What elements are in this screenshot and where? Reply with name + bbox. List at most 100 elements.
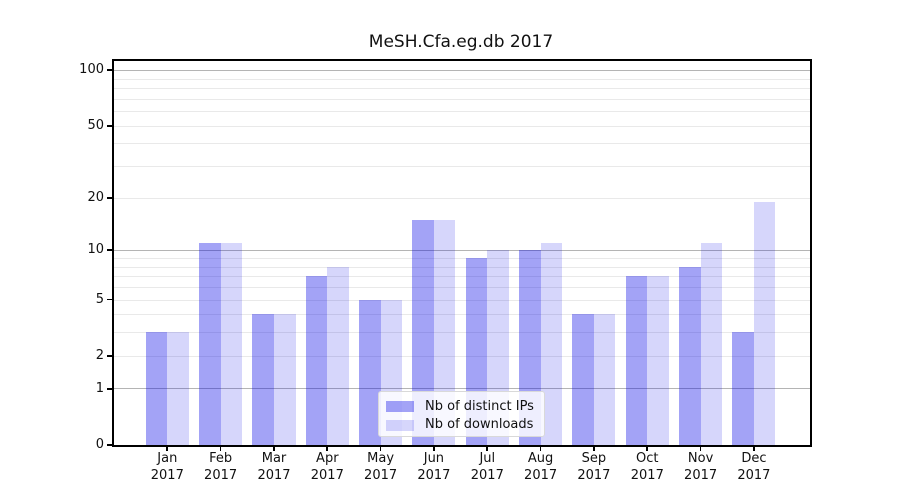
x-tick-month: Apr (316, 451, 339, 466)
gridline-minor (113, 258, 810, 259)
x-tick-mark (539, 445, 542, 451)
y-tick-mark (107, 196, 114, 199)
legend-item: Nb of distinct IPs (386, 398, 544, 417)
x-tick-label: Nov 2017 (661, 451, 741, 484)
legend-swatch-ips (386, 401, 414, 413)
y-tick-label: 0 (95, 437, 104, 452)
y-tick-label: 5 (95, 291, 104, 307)
bar-downloads-apr (327, 266, 349, 445)
legend-label: Nb of downloads (425, 417, 534, 433)
bar-ips-nov (679, 266, 701, 445)
bar-ips-mar (252, 314, 274, 445)
x-tick-month: Dec (741, 451, 767, 466)
x-tick-year: 2017 (417, 467, 451, 483)
x-tick-label: Jun 2017 (394, 451, 474, 484)
gridline-minor (113, 143, 810, 145)
y-tick-label: 50 (87, 117, 104, 133)
x-tick-month: Mar (261, 451, 287, 466)
bar-ips-jan (145, 332, 168, 445)
gridline-minor (113, 299, 810, 301)
x-tick-month: Aug (527, 451, 554, 466)
bar-ips-sep (572, 314, 594, 445)
x-tick-label: Jan 2017 (127, 451, 207, 484)
x-tick-month: Jul (479, 451, 496, 466)
x-tick-month: Jan (157, 451, 178, 466)
plot-area (111, 58, 812, 447)
y-tick-mark (107, 444, 114, 446)
x-tick-year: 2017 (310, 467, 344, 483)
x-tick-month: Feb (209, 451, 233, 466)
x-tick-month: Sep (581, 451, 607, 466)
x-tick-mark (273, 445, 275, 451)
x-tick-label: Sep 2017 (554, 451, 634, 484)
gridline-minor (113, 111, 810, 113)
x-tick-year: 2017 (204, 467, 238, 483)
y-tick-mark (107, 124, 114, 127)
x-tick-mark (379, 445, 382, 451)
x-tick-mark (486, 445, 489, 451)
x-tick-mark (166, 445, 169, 451)
y-tick-label: 20 (87, 189, 104, 205)
legend-label: Nb of distinct IPs (425, 398, 534, 414)
bar-downloads-oct (647, 276, 669, 445)
bar-ips-may (359, 299, 381, 445)
y-tick-label: 2 (95, 347, 104, 363)
x-tick-year: 2017 (684, 467, 718, 483)
x-tick-label: Jul 2017 (447, 451, 527, 484)
bar-downloads-sep (593, 314, 616, 445)
x-tick-mark (646, 445, 649, 451)
bar-ips-feb (199, 243, 221, 445)
y-tick-mark (107, 354, 114, 357)
bar-downloads-jan (167, 332, 189, 445)
x-tick-month: Jun (423, 451, 445, 466)
x-tick-month: Oct (636, 451, 659, 466)
gridline-major (113, 388, 810, 390)
x-tick-label: Feb 2017 (181, 451, 261, 484)
gridline-minor (113, 314, 810, 316)
x-tick-label: Dec 2017 (714, 451, 794, 484)
y-tick-label: 10 (87, 242, 104, 258)
x-tick-year: 2017 (630, 467, 664, 483)
x-tick-year: 2017 (364, 467, 398, 483)
gridline-minor (113, 88, 810, 90)
bar-downloads-mar (274, 314, 296, 445)
gridline-minor (113, 98, 810, 100)
bar-downloads-feb (220, 243, 243, 445)
gridline-minor (113, 276, 810, 278)
x-tick-year: 2017 (737, 467, 771, 483)
bar-downloads-dec (753, 201, 776, 445)
y-tick-mark (107, 249, 114, 252)
legend-swatch-downloads (386, 419, 414, 431)
x-tick-label: Oct 2017 (607, 451, 687, 484)
bar-ips-jun (412, 219, 434, 445)
gridline-minor (113, 197, 810, 199)
y-tick-mark (107, 69, 114, 72)
chart-title: MeSH.Cfa.eg.db 2017 (368, 32, 554, 52)
gridline-minor (113, 287, 810, 288)
gridline-minor (113, 266, 810, 268)
gridline-minor (113, 355, 810, 357)
x-tick-year: 2017 (150, 467, 184, 483)
x-tick-mark (433, 445, 435, 451)
bar-downloads-nov (700, 243, 723, 445)
x-tick-mark (219, 445, 222, 451)
gridline-minor (113, 166, 810, 168)
y-tick-mark (107, 298, 114, 301)
x-tick-mark (326, 445, 329, 451)
x-tick-year: 2017 (257, 467, 291, 483)
legend-item: Nb of downloads (386, 416, 544, 435)
y-tick-mark (107, 387, 114, 390)
gridline-minor (113, 125, 810, 127)
x-tick-year: 2017 (470, 467, 504, 483)
x-tick-mark (593, 445, 595, 451)
legend: Nb of distinct IPs Nb of downloads (378, 390, 545, 437)
x-tick-year: 2017 (577, 467, 611, 483)
bar-ips-apr (305, 276, 328, 445)
y-tick-label: 1 (95, 380, 104, 396)
x-tick-year: 2017 (524, 467, 558, 483)
y-tick-label: 100 (79, 62, 104, 78)
gridline-major (113, 69, 810, 71)
gridline-major (113, 249, 810, 251)
bar-ips-dec (732, 332, 754, 445)
